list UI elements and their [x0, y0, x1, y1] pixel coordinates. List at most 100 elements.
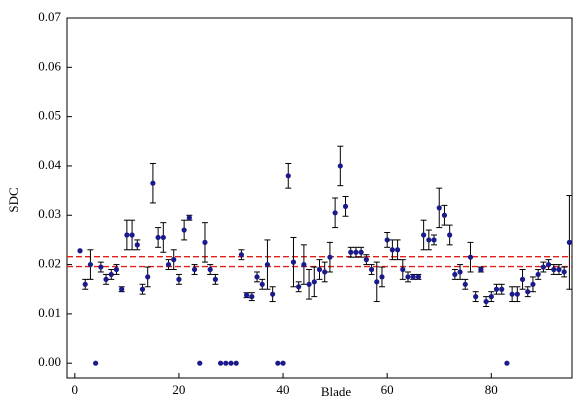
data-point: [238, 252, 245, 258]
data-point: [525, 289, 531, 295]
data-point: [447, 232, 453, 238]
data-point: [113, 266, 120, 273]
data-point: [530, 281, 536, 287]
data-point: [119, 286, 125, 292]
data-point: [191, 266, 198, 273]
y-tick-label: 0.01: [38, 305, 61, 320]
data-point: [280, 360, 286, 366]
data-point: [457, 269, 463, 275]
data-point: [348, 249, 354, 255]
data-point: [306, 281, 312, 287]
data-point: [421, 232, 427, 238]
y-tick-label: 0.07: [38, 9, 61, 24]
data-point: [358, 249, 364, 255]
y-tick-label: 0.00: [38, 354, 61, 369]
data-point: [379, 274, 385, 280]
data-point: [165, 261, 172, 268]
data-point: [98, 264, 104, 270]
data-point: [405, 274, 411, 280]
x-tick-label: 0: [72, 382, 79, 397]
data-point: [108, 271, 114, 278]
data-point: [254, 274, 260, 280]
x-tick-label: 60: [381, 382, 394, 397]
data-point: [509, 291, 515, 297]
data-point: [301, 261, 307, 268]
data-point: [462, 281, 468, 287]
data-point: [566, 239, 572, 245]
x-tick-label: 20: [172, 382, 185, 397]
data-point: [93, 360, 99, 366]
data-point: [561, 269, 567, 275]
data-point: [176, 276, 182, 282]
y-tick-label: 0.05: [38, 108, 61, 123]
data-point: [145, 274, 151, 280]
data-point: [217, 360, 224, 366]
data-point: [197, 360, 203, 366]
data-point: [493, 286, 500, 292]
data-point: [264, 261, 271, 268]
data-point: [519, 276, 526, 282]
data-point: [186, 215, 192, 221]
data-point: [103, 276, 109, 282]
data-point: [82, 281, 88, 287]
data-point: [124, 232, 130, 238]
data-point: [259, 281, 265, 287]
data-point: [155, 234, 161, 241]
data-point: [275, 360, 281, 366]
data-point: [249, 294, 255, 300]
data-point: [467, 254, 474, 260]
data-point: [436, 205, 442, 211]
data-point: [150, 180, 156, 186]
data-point: [87, 261, 94, 268]
data-point: [129, 232, 135, 238]
data-point: [389, 247, 395, 253]
data-point: [311, 279, 317, 285]
data-point: [431, 237, 437, 243]
data-point: [415, 274, 422, 280]
data-point: [400, 266, 406, 273]
data-point: [426, 237, 432, 243]
data-point: [181, 227, 187, 233]
data-point: [139, 286, 146, 292]
y-tick-label: 0.06: [38, 58, 61, 73]
data-point: [488, 294, 494, 300]
data-point: [540, 264, 546, 270]
x-tick-label: 80: [485, 382, 498, 397]
data-point: [353, 249, 359, 255]
data-point: [363, 257, 369, 263]
data-point: [368, 266, 375, 273]
data-point: [171, 257, 177, 263]
x-tick-label: 40: [277, 382, 290, 397]
data-point: [504, 360, 510, 366]
data-point: [316, 266, 323, 273]
data-point: [270, 291, 276, 297]
data-point: [514, 291, 520, 297]
y-tick-label: 0.04: [38, 157, 61, 172]
data-point: [160, 234, 166, 241]
data-point: [483, 298, 489, 305]
data-point: [499, 286, 505, 292]
data-point: [441, 212, 448, 218]
data-point: [327, 254, 333, 260]
y-axis-label: SDC: [6, 187, 21, 212]
plot-frame: [66, 17, 573, 379]
data-point: [535, 271, 541, 278]
y-tick-label: 0.03: [38, 206, 61, 221]
data-point: [342, 203, 349, 209]
data-point: [77, 248, 83, 254]
data-point: [290, 259, 297, 265]
data-point: [551, 266, 557, 273]
data-point: [202, 239, 208, 245]
data-point: [478, 266, 484, 273]
data-point: [233, 360, 239, 366]
data-point: [244, 292, 250, 298]
data-point: [545, 261, 552, 268]
data-point: [452, 271, 458, 278]
data-point: [212, 276, 218, 282]
data-point: [410, 274, 416, 280]
data-point: [473, 294, 479, 300]
data-point: [322, 269, 328, 275]
data-point: [374, 279, 380, 285]
